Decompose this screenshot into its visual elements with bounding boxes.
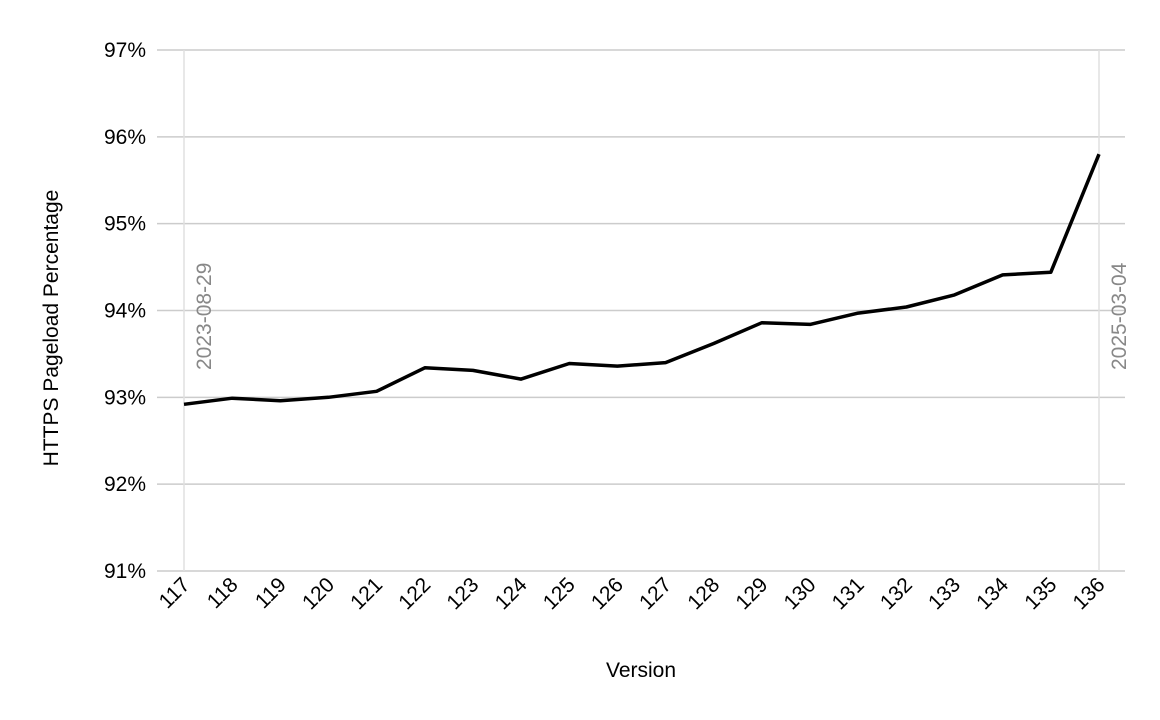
x-tick-label: 135 [1020,573,1061,614]
x-axis-ticks: 117 118 119 120 121 122 123 124 125 126 127 128 129 1… [155,573,1110,614]
y-tick-label: 94% [104,300,146,323]
x-tick-label: 121 [346,573,387,614]
x-tick-label: 117 [155,573,195,613]
y-tick-label: 91% [104,560,146,583]
version-marker-label: 2023-08-29 [193,263,216,370]
series-layer [183,153,1101,407]
y-tick-label: 97% [104,39,146,62]
x-tick-label: 122 [394,573,435,614]
grid-layer [157,49,1125,572]
y-tick-label: 93% [104,386,146,409]
y-axis-ticks: 91% 92% 93% 94% 95% 96% 97% [104,39,146,583]
x-tick-label: 127 [635,573,676,614]
x-tick-label: 128 [683,573,724,614]
x-tick-label: 134 [972,573,1013,614]
x-axis-title: Version [606,659,676,682]
x-tick-label: 132 [876,573,917,614]
version-marker-label: 2025-03-04 [1108,262,1131,370]
x-tick-label: 131 [828,573,869,614]
x-tick-label: 126 [587,573,628,614]
x-tick-label: 136 [1068,573,1109,614]
x-tick-label: 118 [203,573,243,613]
x-tick-label: 129 [731,573,772,614]
x-tick-label: 130 [780,573,821,614]
x-tick-label: 125 [539,573,580,614]
y-axis-title: HTTPS Pageload Percentage [40,190,63,467]
x-tick-label: 133 [924,573,965,614]
x-tick-label: 123 [442,573,483,614]
y-tick-label: 92% [104,473,146,496]
x-tick-label: 124 [491,573,532,614]
x-tick-label: 120 [298,573,339,614]
series-line [183,153,1101,407]
y-tick-label: 96% [104,126,146,149]
y-tick-label: 95% [104,213,146,236]
version-markers: 2023-08-29 2025-03-04 [183,50,1131,571]
x-tick-label: 119 [251,573,291,613]
